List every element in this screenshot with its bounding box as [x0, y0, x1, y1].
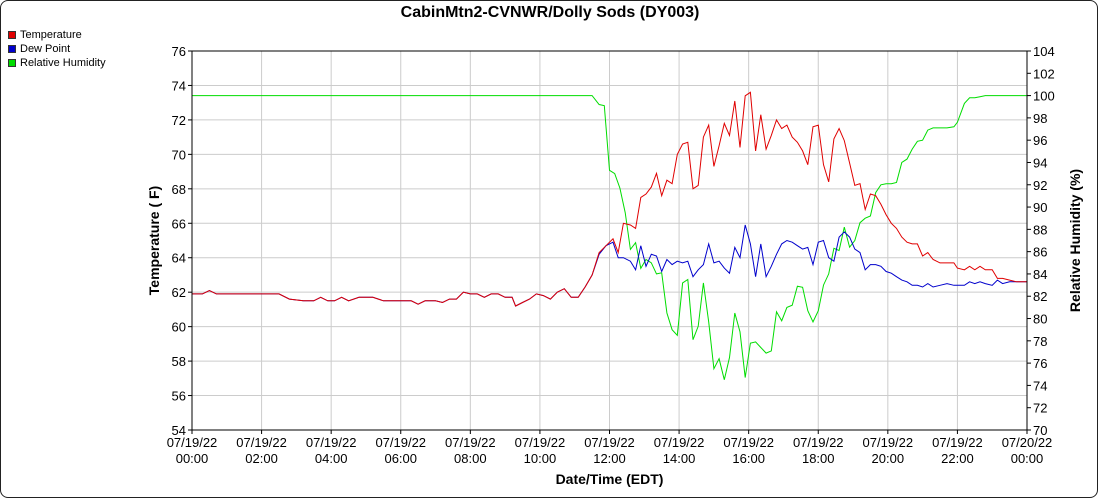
series-line-relative-humidity — [192, 95, 1027, 380]
x-tick-date-label: 07/19/22 — [793, 435, 844, 450]
x-axis-title: Date/Time (EDT) — [556, 471, 664, 487]
y-left-axis-title: Temperature ( F) — [146, 186, 162, 295]
y-right-tick-label: 98 — [1033, 111, 1047, 126]
x-tick-date-label: 07/19/22 — [723, 435, 774, 450]
y-left-tick-label: 76 — [172, 44, 186, 59]
x-tick-time-label: 14:00 — [663, 451, 696, 466]
x-tick-time-label: 04:00 — [315, 451, 348, 466]
y-right-tick-label: 100 — [1033, 89, 1055, 104]
legend-swatch-relative-humidity — [8, 59, 16, 67]
y-left-tick-label: 56 — [172, 389, 186, 404]
x-tick-date-label: 07/19/22 — [167, 435, 218, 450]
y-right-tick-label: 96 — [1033, 133, 1047, 148]
y-right-tick-label: 94 — [1033, 155, 1047, 170]
y-left-tick-label: 66 — [172, 216, 186, 231]
legend-label-temperature: Temperature — [20, 29, 82, 41]
y-right-tick-label: 102 — [1033, 66, 1055, 81]
series-line-temperature — [192, 91, 1027, 307]
y-left-tick-label: 70 — [172, 147, 186, 162]
x-tick-time-label: 12:00 — [593, 451, 626, 466]
x-tick-time-label: 16:00 — [732, 451, 765, 466]
x-tick-date-label: 07/19/22 — [515, 435, 566, 450]
y-left-tick-label: 68 — [172, 182, 186, 197]
y-right-tick-label: 70 — [1033, 423, 1047, 438]
x-tick-date-label: 07/19/22 — [445, 435, 496, 450]
y-right-tick-label: 104 — [1033, 44, 1055, 59]
y-left-tick-label: 64 — [172, 251, 186, 266]
y-right-tick-label: 86 — [1033, 245, 1047, 260]
y-right-tick-label: 74 — [1033, 378, 1047, 393]
legend-label-relative-humidity: Relative Humidity — [20, 57, 106, 69]
y-right-tick-label: 88 — [1033, 222, 1047, 237]
chart-title: CabinMtn2-CVNWR/Dolly Sods (DY003) — [400, 4, 700, 21]
x-tick-date-label: 07/19/22 — [932, 435, 983, 450]
y-right-tick-label: 76 — [1033, 356, 1047, 371]
x-tick-time-label: 00:00 — [1011, 451, 1044, 466]
chart-legend: Temperature Dew Point Relative Humidity — [8, 28, 106, 70]
x-tick-date-label: 07/19/22 — [863, 435, 914, 450]
y-right-tick-label: 80 — [1033, 312, 1047, 327]
x-tick-time-label: 20:00 — [872, 451, 905, 466]
legend-item-temperature: Temperature — [8, 28, 106, 42]
x-tick-time-label: 18:00 — [802, 451, 835, 466]
legend-swatch-dew-point — [8, 45, 16, 53]
y-left-tick-label: 60 — [172, 320, 186, 335]
legend-label-dew-point: Dew Point — [20, 43, 71, 55]
x-tick-date-label: 07/19/22 — [236, 435, 287, 450]
legend-swatch-temperature — [8, 31, 16, 39]
x-tick-time-label: 22:00 — [941, 451, 974, 466]
y-right-tick-label: 84 — [1033, 267, 1047, 282]
y-left-tick-label: 58 — [172, 354, 186, 369]
y-right-tick-label: 90 — [1033, 200, 1047, 215]
x-tick-date-label: 07/19/22 — [584, 435, 635, 450]
y-right-tick-label: 82 — [1033, 289, 1047, 304]
y-right-tick-label: 78 — [1033, 334, 1047, 349]
y-left-tick-label: 74 — [172, 78, 186, 93]
y-left-tick-label: 72 — [172, 113, 186, 128]
y-right-axis-title: Relative Humidity (%) — [1067, 169, 1083, 312]
y-left-tick-label: 54 — [172, 423, 186, 438]
legend-item-dew-point: Dew Point — [8, 42, 106, 56]
x-tick-date-label: 07/20/22 — [1002, 435, 1053, 450]
x-tick-date-label: 07/19/22 — [375, 435, 426, 450]
x-tick-time-label: 10:00 — [524, 451, 557, 466]
y-right-tick-label: 92 — [1033, 178, 1047, 193]
x-tick-time-label: 02:00 — [245, 451, 278, 466]
y-left-tick-label: 62 — [172, 285, 186, 300]
x-tick-time-label: 08:00 — [454, 451, 487, 466]
y-right-tick-label: 72 — [1033, 401, 1047, 416]
legend-item-relative-humidity: Relative Humidity — [8, 56, 106, 70]
x-tick-date-label: 07/19/22 — [654, 435, 705, 450]
x-tick-time-label: 00:00 — [176, 451, 209, 466]
x-tick-date-label: 07/19/22 — [306, 435, 357, 450]
x-tick-time-label: 06:00 — [384, 451, 417, 466]
